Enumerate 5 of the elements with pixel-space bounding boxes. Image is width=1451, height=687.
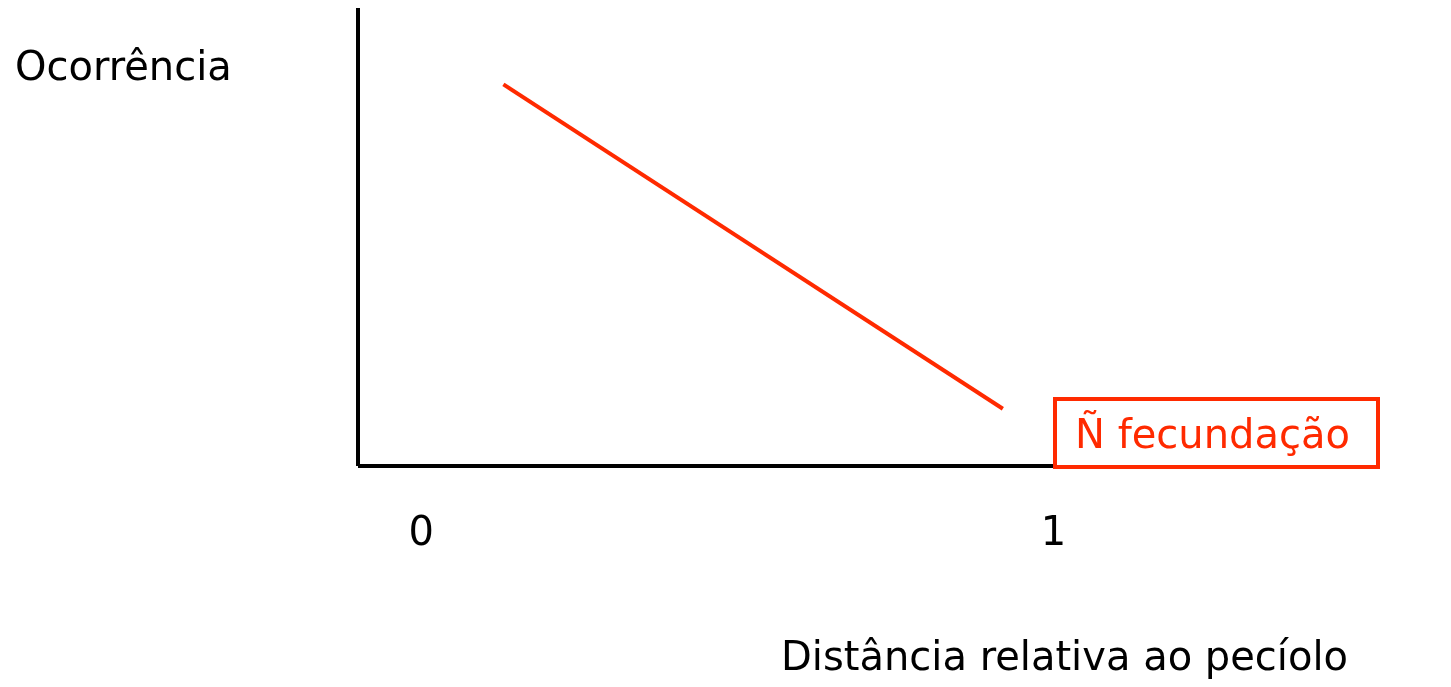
x-tick-label: 1	[1040, 508, 1067, 555]
series-label: Ñ fecundação	[1053, 397, 1380, 469]
x-tick-label: 0	[408, 508, 434, 555]
x-axis-title: Distância relativa ao pecíolo	[781, 633, 1348, 679]
y-axis-title: Ocorrência	[15, 43, 232, 89]
